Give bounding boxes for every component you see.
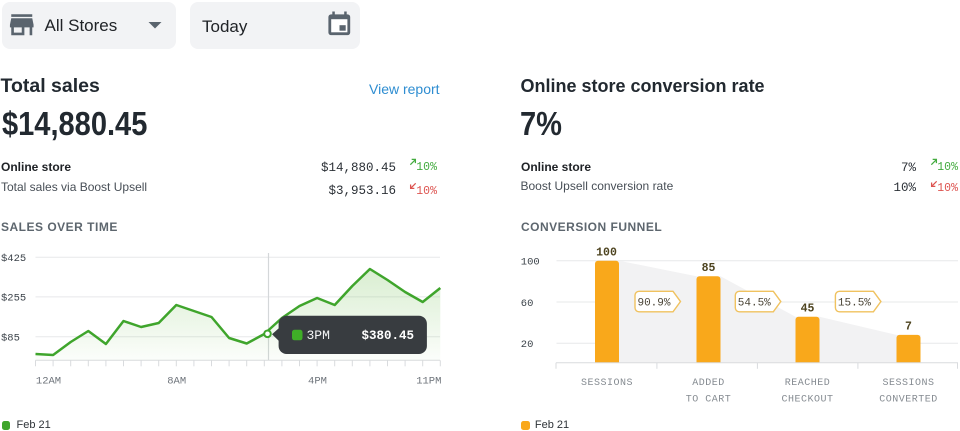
svg-text:ADDED: ADDED — [692, 378, 725, 389]
svg-text:SESSIONS: SESSIONS — [581, 378, 633, 389]
svg-text:SESSIONS: SESSIONS — [882, 378, 934, 389]
svg-text:100: 100 — [596, 246, 617, 259]
svg-text:REACHED: REACHED — [785, 378, 831, 389]
svg-text:15.5%: 15.5% — [838, 298, 871, 310]
svg-text:$85: $85 — [1, 333, 20, 345]
svg-text:4PM: 4PM — [308, 376, 327, 388]
svg-text:60: 60 — [521, 298, 534, 310]
svg-text:54.5%: 54.5% — [738, 298, 771, 310]
svg-text:12AM: 12AM — [36, 376, 61, 388]
svg-text:CONVERTED: CONVERTED — [879, 394, 938, 405]
svg-text:7: 7 — [905, 321, 912, 334]
svg-text:$255: $255 — [1, 293, 26, 305]
svg-text:$380.45: $380.45 — [361, 329, 414, 343]
svg-text:TO CART: TO CART — [686, 394, 732, 405]
svg-text:100: 100 — [521, 257, 540, 269]
svg-text:3PM: 3PM — [307, 328, 330, 343]
svg-text:90.9%: 90.9% — [637, 298, 670, 310]
svg-text:85: 85 — [702, 262, 716, 275]
svg-text:45: 45 — [801, 303, 815, 316]
svg-text:11PM: 11PM — [416, 376, 441, 388]
svg-text:CHECKOUT: CHECKOUT — [781, 394, 833, 405]
svg-text:20: 20 — [521, 339, 534, 351]
svg-text:8AM: 8AM — [167, 376, 186, 388]
svg-text:$425: $425 — [1, 253, 26, 265]
